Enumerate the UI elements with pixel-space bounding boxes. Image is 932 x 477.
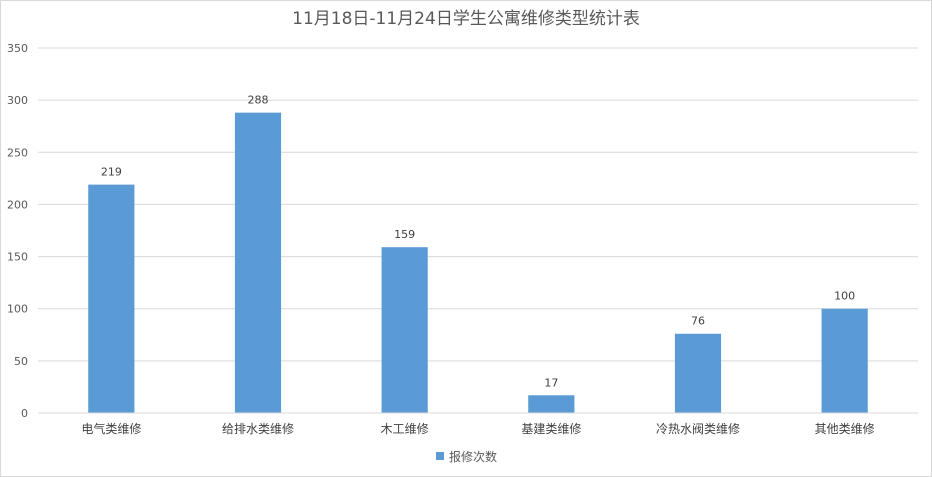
y-tick-label: 0 [21, 407, 28, 420]
data-label: 17 [544, 376, 558, 389]
y-tick-label: 250 [7, 146, 28, 159]
bar [88, 184, 135, 413]
legend-label: 报修次数 [449, 449, 497, 464]
category-label: 冷热水阀类维修 [656, 421, 740, 436]
data-label: 76 [691, 315, 705, 328]
y-axis-ticks: 0 50 100 150 200 250 300 350 [7, 42, 28, 420]
y-tick-label: 150 [7, 251, 28, 264]
data-label: 159 [394, 228, 415, 241]
x-axis-categories: 电气类维修 给排水类维修 木工维修 基建类维修 冷热水阀类维修 其他类维修 [81, 421, 874, 436]
bars [88, 112, 868, 414]
data-labels: 219 288 159 17 76 100 [101, 94, 855, 390]
legend-swatch [436, 452, 444, 460]
category-label: 电气类维修 [81, 421, 141, 436]
data-label: 219 [101, 166, 122, 179]
y-tick-label: 100 [7, 303, 28, 316]
y-tick-label: 200 [7, 198, 28, 211]
bar [821, 308, 868, 413]
gridlines [38, 47, 918, 362]
y-tick-label: 300 [7, 94, 28, 107]
bar [674, 333, 722, 413]
y-tick-label: 50 [14, 355, 28, 368]
data-label: 100 [834, 290, 855, 303]
bar [234, 112, 282, 414]
legend: 报修次数 [436, 449, 497, 464]
category-label: 其他类维修 [815, 421, 875, 436]
y-tick-label: 350 [7, 42, 28, 55]
bar [381, 247, 428, 413]
chart-title: 11月18日-11月24日学生公寓维修类型统计表 [292, 9, 640, 29]
category-label: 基建类维修 [521, 421, 581, 436]
data-label: 288 [248, 94, 269, 107]
category-label: 木工维修 [381, 421, 429, 436]
bar [528, 395, 575, 413]
category-label: 给排水类维修 [222, 421, 294, 436]
